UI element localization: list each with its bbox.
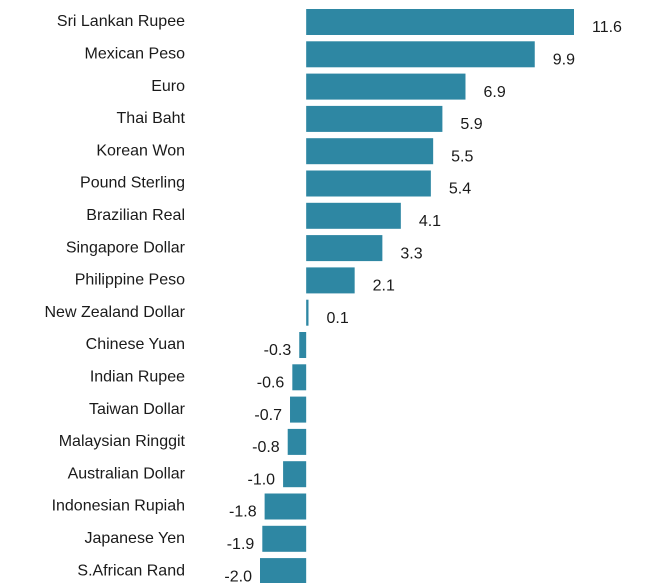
- value-label: 11.6: [592, 19, 622, 36]
- bar: [292, 364, 307, 391]
- value-label: -1.8: [229, 504, 257, 521]
- value-label: -0.8: [252, 439, 280, 456]
- category-label: Indian Rupee: [90, 369, 185, 386]
- bar: [306, 170, 431, 197]
- value-label: 2.1: [373, 278, 395, 295]
- category-label: Philippine Peso: [75, 272, 185, 289]
- value-label: 4.1: [419, 213, 441, 230]
- value-label: 3.3: [400, 245, 422, 262]
- category-label: Korean Won: [96, 142, 185, 159]
- bar: [306, 105, 443, 132]
- category-label: Brazilian Real: [86, 207, 185, 224]
- category-label: Malaysian Ringgit: [59, 433, 186, 450]
- value-label: -1.9: [227, 536, 255, 553]
- category-label: New Zealand Dollar: [44, 304, 185, 321]
- bar: [306, 235, 383, 262]
- bar: [264, 493, 307, 520]
- bar: [306, 73, 466, 100]
- value-label: 9.9: [553, 52, 575, 69]
- value-label: 5.9: [460, 116, 482, 133]
- category-label: Euro: [151, 78, 185, 95]
- category-label: Indonesian Rupiah: [52, 498, 185, 515]
- category-label: S.African Rand: [77, 562, 185, 579]
- value-label: -0.3: [264, 342, 292, 359]
- category-label: Thai Baht: [117, 110, 186, 127]
- value-label: -1.0: [248, 471, 276, 488]
- category-label: Japanese Yen: [84, 530, 185, 547]
- bar: [306, 138, 434, 165]
- value-label: -0.7: [254, 407, 282, 424]
- bar: [283, 461, 307, 488]
- value-label: 5.5: [451, 148, 473, 165]
- bar: [306, 41, 535, 68]
- category-label: Taiwan Dollar: [89, 401, 186, 418]
- category-label: Mexican Peso: [85, 46, 186, 63]
- value-label: 6.9: [483, 84, 505, 101]
- category-label: Singapore Dollar: [66, 239, 186, 256]
- bar: [299, 332, 307, 358]
- category-label: Australian Dollar: [68, 465, 186, 482]
- bar: [290, 396, 307, 423]
- value-label: -0.6: [257, 375, 285, 392]
- bar: [287, 428, 307, 455]
- bar: [306, 202, 401, 229]
- category-label: Chinese Yuan: [86, 336, 185, 353]
- bar: [306, 9, 574, 35]
- bar: [306, 299, 309, 326]
- value-label: 0.1: [326, 310, 348, 327]
- value-label: 5.4: [449, 181, 471, 198]
- bar: [262, 525, 307, 552]
- category-label: Pound Sterling: [80, 175, 185, 192]
- category-label: Sri Lankan Rupee: [57, 13, 185, 30]
- bar: [260, 558, 307, 583]
- bar: [306, 267, 355, 294]
- value-label: -2.0: [224, 568, 252, 583]
